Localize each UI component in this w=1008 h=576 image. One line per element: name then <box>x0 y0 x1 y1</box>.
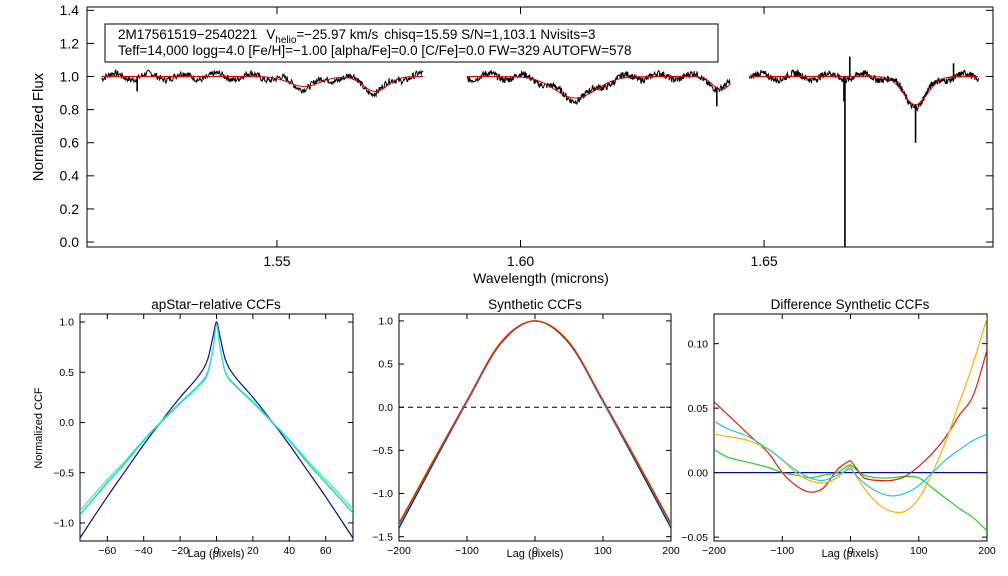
model-spectrum-line <box>749 76 979 106</box>
apstar-ccf-frame <box>79 313 354 542</box>
ccf-series-visit-2 <box>399 320 671 526</box>
y-tick-label: 1.0 <box>59 317 74 329</box>
x-tick-label: 1.60 <box>507 253 534 269</box>
synthetic-ccf-frame <box>398 313 672 542</box>
spectrum-annotation: 2M17561519−2540221 Vhelio=−25.97 km/s chis… <box>104 23 719 63</box>
x-tick-label: −200 <box>387 545 411 557</box>
x-tick-label: 60 <box>320 545 332 557</box>
x-tick-label: −100 <box>770 545 794 557</box>
annotation-stats: chisq=15.59 S/N=1,103.1 Nvisits=3 <box>384 27 595 42</box>
x-tick-label: 200 <box>978 545 996 557</box>
x-tick-label: −20 <box>171 545 189 557</box>
y-tick-label: −1.5 <box>372 531 393 543</box>
ccf-series-orange <box>714 317 987 514</box>
x-tick-label: −100 <box>455 545 479 557</box>
y-tick-label: 0.0 <box>60 234 80 250</box>
y-tick-label: 0.2 <box>60 201 80 217</box>
spectrum-y-label: Normalized Flux <box>30 72 47 181</box>
annotation-star-id: 2M17561519−2540221 <box>118 27 257 42</box>
y-tick-label: 0.4 <box>60 168 80 184</box>
ccf-series-visit-1 <box>80 321 353 539</box>
ccf-series-red <box>714 349 987 493</box>
x-tick-label: 40 <box>283 545 295 557</box>
x-tick-label: 0 <box>848 545 854 557</box>
y-tick-label: −1.0 <box>53 518 74 530</box>
x-tick-label: 20 <box>247 545 259 557</box>
synthetic-ccf-x-ticks: −200 −100 0 100 200 <box>387 314 680 557</box>
x-tick-label: 0 <box>532 545 538 557</box>
difference-ccf-title: Difference Synthetic CCFs <box>771 297 930 312</box>
y-tick-label: −1.0 <box>372 488 393 500</box>
difference-ccf-x-ticks: −200 −100 0 100 200 <box>702 314 996 557</box>
model-spectrum-line <box>466 76 731 99</box>
y-tick-label: 1.0 <box>60 68 80 84</box>
y-tick-label: 1.0 <box>378 316 393 328</box>
synthetic-ccf-x-label: Lag (pixels) <box>507 548 564 560</box>
x-tick-label: −60 <box>98 545 116 557</box>
ccf-series-cyan <box>714 420 987 497</box>
difference-ccf-x-label: Lag (pixels) <box>822 548 879 560</box>
synthetic-ccf-series <box>399 320 671 529</box>
y-tick-label: 0.8 <box>60 102 80 118</box>
apstar-ccf-panel: apStar−relative CCFs −1.0 −0.5 0.0 0.5 1.0 −… <box>33 297 354 560</box>
y-tick-label: 0.05 <box>688 403 709 415</box>
y-tick-label: 0.5 <box>59 367 74 379</box>
ccf-series-visit-2 <box>80 323 353 516</box>
apstar-ccf-y-ticks: −1.0 −0.5 0.0 0.5 1.0 <box>53 317 353 530</box>
annotation-line-1: 2M17561519−2540221 Vhelio=−25.97 km/s chis… <box>118 27 596 46</box>
y-tick-label: 0.10 <box>688 338 709 350</box>
x-tick-label: 100 <box>910 545 928 557</box>
ccf-series-visit-1 <box>399 320 671 529</box>
annotation-params: Teff=14,000 logg=4.0 [Fe/H]=−1.00 [alpha… <box>118 43 632 58</box>
annotation-box <box>104 23 719 63</box>
spectrum-x-ticks: 1.55 1.60 1.65 <box>263 7 778 269</box>
apstar-ccf-x-ticks: −60 −40 −20 0 20 40 60 <box>98 314 332 557</box>
ccf-series-visit-5 <box>399 320 671 524</box>
y-tick-label: 0.0 <box>378 402 393 414</box>
apstar-ccf-title: apStar−relative CCFs <box>151 297 281 312</box>
x-tick-label: −200 <box>702 545 726 557</box>
y-tick-label: 0.6 <box>60 135 80 151</box>
apstar-ccf-y-label: Normalized CCF <box>33 387 45 469</box>
spectrum-x-label: Wavelength (microns) <box>473 270 609 286</box>
x-tick-label: 1.65 <box>750 253 777 269</box>
difference-ccf-panel: Difference Synthetic CCFs −0.05 0.00 0.05 0… <box>681 297 995 560</box>
x-tick-label: −40 <box>135 545 153 557</box>
spectrum-panel: 0.0 0.2 0.4 0.6 0.8 1.0 1.2 1.4 1.55 1.60 1.65 Wa… <box>30 2 994 286</box>
model-spectrum-line <box>101 76 424 92</box>
x-tick-label: 200 <box>662 545 680 557</box>
synthetic-ccf-panel: Synthetic CCFs −1.5 −1.0 −0.5 0.0 0.5 1.0 −20… <box>372 297 680 560</box>
annotation-v-sub: helio <box>275 35 297 46</box>
x-tick-label: 100 <box>594 545 612 557</box>
ccf-series-visit-3 <box>80 324 353 512</box>
observed-spectrum-line <box>101 69 424 99</box>
annotation-v-value: =−25.97 km/s <box>296 27 378 42</box>
annotation-v-label: V <box>266 27 275 42</box>
x-tick-label: 1.55 <box>263 253 290 269</box>
apstar-ccf-series <box>80 321 353 539</box>
spectrum-series <box>101 56 979 247</box>
y-tick-label: 0.5 <box>378 359 393 371</box>
x-tick-label: 0 <box>214 545 220 557</box>
ccf-series-green <box>714 448 987 532</box>
y-tick-label: −0.5 <box>53 467 74 479</box>
y-tick-label: 0.0 <box>59 417 74 429</box>
spectrum-y-ticks: 0.0 0.2 0.4 0.6 0.8 1.0 1.2 1.4 <box>60 2 993 250</box>
y-tick-label: 0.00 <box>688 467 709 479</box>
apstar-ccf-x-label: Lag (pixels) <box>188 548 245 560</box>
y-tick-label: 1.2 <box>60 35 80 51</box>
y-tick-label: 1.4 <box>60 2 80 18</box>
y-tick-label: −0.05 <box>681 532 708 544</box>
synthetic-ccf-y-ticks: −1.5 −1.0 −0.5 0.0 0.5 1.0 <box>372 316 671 543</box>
spectrum-frame <box>86 6 994 248</box>
y-tick-label: −0.5 <box>372 445 393 457</box>
synthetic-ccf-title: Synthetic CCFs <box>488 297 582 312</box>
difference-ccf-series <box>714 317 987 532</box>
ccf-series-visit-3 <box>399 320 671 525</box>
ccf-series-visit-4 <box>399 320 671 524</box>
difference-ccf-frame <box>713 313 988 542</box>
difference-ccf-y-ticks: −0.05 0.00 0.05 0.10 <box>681 338 987 544</box>
observed-spectrum-line <box>466 69 731 106</box>
